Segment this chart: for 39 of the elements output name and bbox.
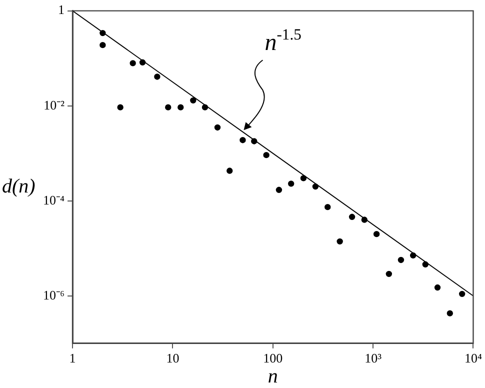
x-tick-label: 100	[263, 350, 283, 366]
point	[422, 261, 428, 268]
point	[324, 204, 331, 210]
point	[276, 186, 282, 194]
x-tick-label: 10³	[364, 350, 382, 366]
x-axis-title: n	[268, 365, 278, 388]
y-tick-label: 10⁻⁶	[42, 287, 65, 302]
point	[386, 270, 392, 278]
y-tick-label: 10⁻⁴	[42, 192, 65, 208]
point	[410, 252, 416, 259]
point	[154, 74, 160, 80]
point	[190, 97, 196, 104]
point	[117, 104, 124, 110]
point	[398, 256, 404, 264]
y-axis-title: d(n)	[2, 175, 36, 198]
point	[348, 214, 356, 220]
point	[240, 137, 246, 144]
point	[373, 230, 380, 238]
point	[458, 290, 466, 298]
point	[251, 138, 258, 144]
y-tick-label: 10⁻²	[44, 97, 65, 112]
point	[336, 238, 343, 245]
x-tick-label: 1	[69, 350, 76, 366]
point	[165, 104, 172, 110]
point	[178, 104, 184, 110]
point	[446, 310, 454, 316]
point	[288, 180, 294, 187]
y-tick-label: 1	[58, 2, 65, 18]
point	[434, 284, 441, 291]
x-tick-label: 10	[166, 350, 180, 366]
point	[202, 104, 208, 110]
point	[300, 175, 307, 182]
point	[312, 183, 319, 190]
point	[263, 152, 270, 158]
point	[226, 168, 233, 174]
point	[130, 60, 136, 66]
x-tick-label: 10⁴	[464, 350, 482, 366]
point	[361, 216, 368, 223]
point	[214, 124, 221, 131]
